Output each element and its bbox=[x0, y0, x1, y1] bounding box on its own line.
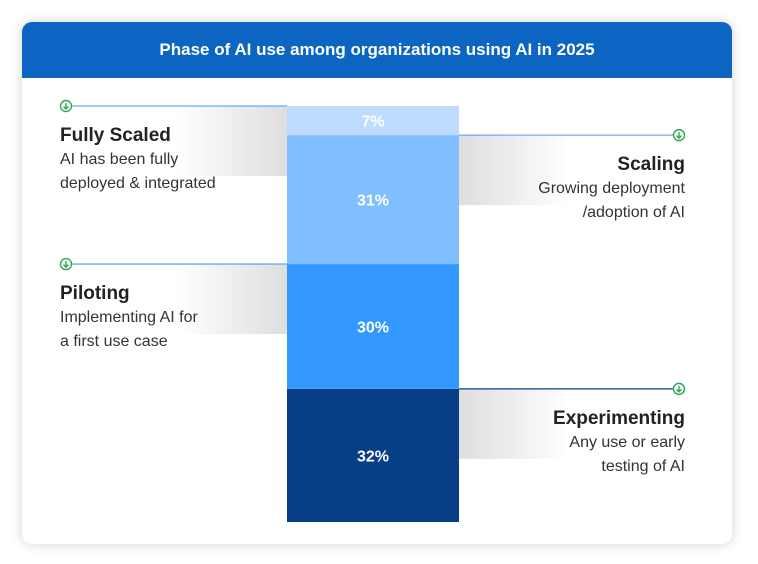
segment-description: AI has been fully bbox=[60, 151, 178, 168]
segment-title: Piloting bbox=[60, 283, 130, 304]
bar-segment-experimenting bbox=[287, 388, 459, 522]
stacked-bar-chart: 32% 30% 31% 7% Experimenting Any use or early… bbox=[59, 99, 686, 522]
bar-segment-fully-scaled bbox=[287, 106, 459, 136]
download-arrow-icon-head bbox=[676, 388, 682, 393]
label-shadow-1 bbox=[177, 264, 287, 335]
bar-segment-piloting bbox=[287, 264, 459, 389]
segment-description: Implementing AI for bbox=[60, 309, 199, 326]
download-arrow-icon-head bbox=[63, 264, 69, 269]
segment-description: a first use case bbox=[60, 333, 168, 350]
bar-value-label: 32% bbox=[357, 448, 389, 465]
label-shadow-0 bbox=[459, 388, 569, 459]
segment-description: /adoption of AI bbox=[583, 204, 685, 221]
chart-title: Phase of AI use among organizations usin… bbox=[22, 22, 732, 78]
download-arrow-icon-head bbox=[676, 135, 682, 140]
bar-value-label: 7% bbox=[361, 114, 384, 131]
chart-card: Phase of AI use among organizations usin… bbox=[22, 22, 732, 544]
segment-title: Experimenting bbox=[553, 408, 685, 429]
label-shadow-3 bbox=[177, 106, 287, 176]
download-arrow-icon-head bbox=[63, 106, 69, 110]
label-shadow-2 bbox=[459, 135, 569, 206]
segment-title: Fully Scaled bbox=[60, 125, 171, 146]
bar-segment-scaling bbox=[287, 135, 459, 265]
segment-description: testing of AI bbox=[601, 458, 685, 475]
segment-title: Scaling bbox=[617, 154, 685, 175]
bar-value-label: 30% bbox=[357, 319, 389, 336]
bar-value-label: 31% bbox=[357, 193, 389, 210]
segment-description: deployed & integrated bbox=[60, 175, 216, 192]
segment-description: Any use or early bbox=[569, 434, 685, 451]
segment-description: Growing deployment bbox=[538, 180, 685, 197]
